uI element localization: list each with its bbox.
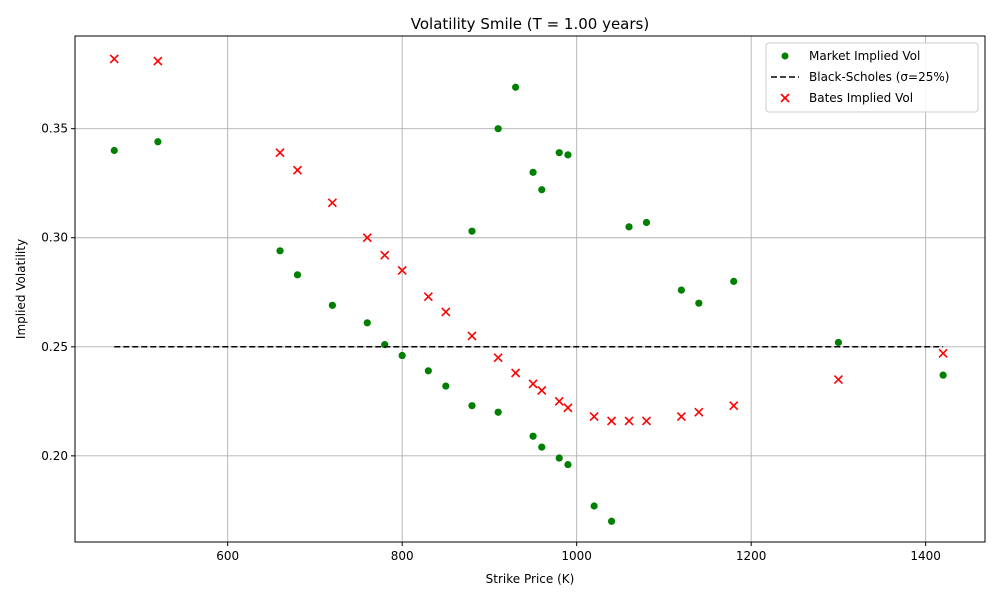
market-vol-point <box>642 218 651 227</box>
bates-vol-point <box>380 250 390 260</box>
bates-vol-point <box>275 148 285 158</box>
bates-vol-point <box>537 385 547 395</box>
market-vol-point <box>529 168 537 176</box>
market-vol-point <box>328 301 336 309</box>
grid <box>75 36 985 542</box>
market-vol-point <box>555 454 563 462</box>
market-vol-point <box>730 277 738 285</box>
plot-frame <box>74 35 986 543</box>
market-vol-point <box>494 408 502 416</box>
bates-vol-point <box>528 379 538 389</box>
x-tick-label: 800 <box>391 549 414 563</box>
bates-vol-point <box>397 265 407 276</box>
bates-vol-point <box>641 416 652 426</box>
bates-vol-point <box>833 374 843 385</box>
x-tick-label: 1400 <box>910 549 941 563</box>
bates-vol-point <box>511 368 521 378</box>
y-tick-label: 0.30 <box>41 231 68 245</box>
bates-vol-point <box>563 403 573 413</box>
bates-vol-point <box>327 198 337 208</box>
bates-vol-point <box>493 353 503 363</box>
market-vol-point <box>555 149 563 157</box>
market-vol-point <box>442 382 450 390</box>
market-vol-point <box>834 338 843 347</box>
x-tick-label: 1000 <box>561 549 592 563</box>
bates-vol-point <box>589 412 599 422</box>
market-vol-point <box>695 299 703 307</box>
market-vol-point <box>677 286 685 294</box>
legend-bs-label: Black-Scholes (σ=25%) <box>809 70 949 84</box>
y-tick-label: 0.35 <box>41 122 68 136</box>
market-vol-point <box>276 247 284 255</box>
legend: Market Implied Vol Black-Scholes (σ=25%)… <box>765 42 979 113</box>
market-vol-point <box>529 432 537 440</box>
bates-vol-point <box>607 416 617 426</box>
market-vol-point <box>538 186 546 194</box>
series-layer <box>109 54 948 525</box>
market-vol-point <box>607 517 616 525</box>
market-vol-point <box>939 371 947 379</box>
bates-vol-point <box>441 307 451 317</box>
legend-market-marker <box>781 52 789 60</box>
bates-vol-point <box>676 412 686 422</box>
legend-box <box>765 42 979 113</box>
y-tick-label: 0.25 <box>41 340 68 354</box>
market-vol-point <box>564 151 572 159</box>
bates-vol-point <box>153 56 163 66</box>
bates-vol-point <box>109 54 119 64</box>
bates-vol-point <box>729 401 739 411</box>
y-tick-label: 0.20 <box>41 449 68 463</box>
x-axis-label: Strike Price (K) <box>486 572 575 586</box>
market-vol-point <box>625 223 633 231</box>
market-vol-point <box>512 83 520 91</box>
market-vol-point <box>110 146 118 155</box>
bates-vol-point <box>694 407 704 417</box>
market-vol-point <box>424 367 432 375</box>
bates-vol-point <box>938 348 948 358</box>
market-vol-point <box>564 460 572 469</box>
x-tick-label: 600 <box>216 549 239 563</box>
ticks: 600 800 1000 1200 1400 0.20 0.25 0.30 0.35 <box>41 122 941 563</box>
legend-market-label: Market Implied Vol <box>809 49 920 63</box>
market-vol-point <box>590 502 598 510</box>
market-vol-point <box>538 443 546 451</box>
market-vol-point <box>468 402 476 410</box>
market-vol-point <box>293 271 302 279</box>
bates-vol-point <box>624 416 634 426</box>
market-vol-point <box>494 125 502 133</box>
y-axis-label: Implied Volatility <box>14 239 28 339</box>
x-tick-label: 1200 <box>736 549 767 563</box>
market-vol-point <box>398 351 406 360</box>
bates-vol-point <box>423 292 433 302</box>
chart-title: Volatility Smile (T = 1.00 years) <box>411 15 649 33</box>
legend-bates-label: Bates Implied Vol <box>809 91 913 105</box>
bates-vol-point <box>467 331 477 341</box>
bates-vol-point <box>554 396 564 406</box>
bates-vol-point <box>292 165 303 175</box>
legend-bates-marker <box>780 93 790 103</box>
market-vol-point <box>154 138 162 146</box>
market-vol-point <box>363 319 371 327</box>
bates-vol-point <box>362 233 372 243</box>
market-vol-point <box>468 227 476 235</box>
